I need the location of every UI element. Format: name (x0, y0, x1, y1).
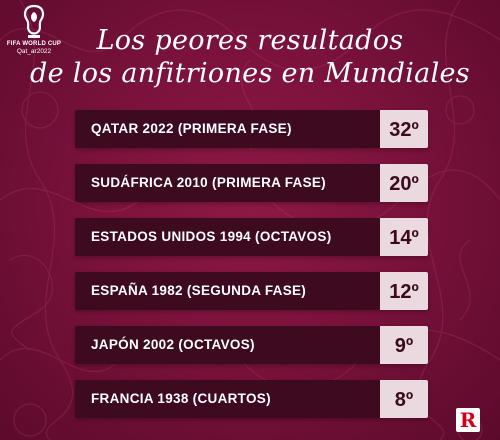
result-label: FRANCIA 1938 (CUARTOS) (91, 391, 271, 406)
page-title: Los peores resultados de los anfitriones… (0, 24, 500, 90)
title-line1: Los peores resultados (96, 25, 404, 56)
world-cup-logo: FIFA WORLD CUP Qat_ar2022 (6, 4, 62, 64)
logo-text-line1: FIFA WORLD CUP (6, 41, 62, 47)
result-position: 20º (380, 164, 428, 202)
results-list: QATAR 2022 (PRIMERA FASE) 32º SUDÁFRICA … (75, 110, 428, 434)
result-position: 8º (380, 380, 428, 418)
result-label: SUDÁFRICA 2010 (PRIMERA FASE) (91, 175, 326, 190)
trophy-emblem-icon (23, 4, 45, 38)
list-item: JAPÓN 2002 (OCTAVOS) 9º (75, 326, 428, 364)
title-line2: de los anfitriones en Mundiales (30, 58, 470, 89)
result-position: 32º (380, 110, 428, 148)
result-label: QATAR 2022 (PRIMERA FASE) (91, 121, 292, 136)
result-position: 9º (380, 326, 428, 364)
brand-letter: R (459, 408, 477, 432)
result-label: ESTADOS UNIDOS 1994 (OCTAVOS) (91, 229, 332, 244)
logo-text-line2: Qat_ar2022 (16, 48, 52, 55)
result-position: 14º (380, 218, 428, 256)
result-position: 12º (380, 272, 428, 310)
list-item: SUDÁFRICA 2010 (PRIMERA FASE) 20º (75, 164, 428, 202)
list-item: FRANCIA 1938 (CUARTOS) 8º (75, 380, 428, 418)
brand-logo: R (456, 408, 480, 432)
list-item: QATAR 2022 (PRIMERA FASE) 32º (75, 110, 428, 148)
list-item: ESTADOS UNIDOS 1994 (OCTAVOS) 14º (75, 218, 428, 256)
result-label: ESPAÑA 1982 (SEGUNDA FASE) (91, 283, 307, 298)
list-item: ESPAÑA 1982 (SEGUNDA FASE) 12º (75, 272, 428, 310)
result-label: JAPÓN 2002 (OCTAVOS) (91, 337, 255, 352)
